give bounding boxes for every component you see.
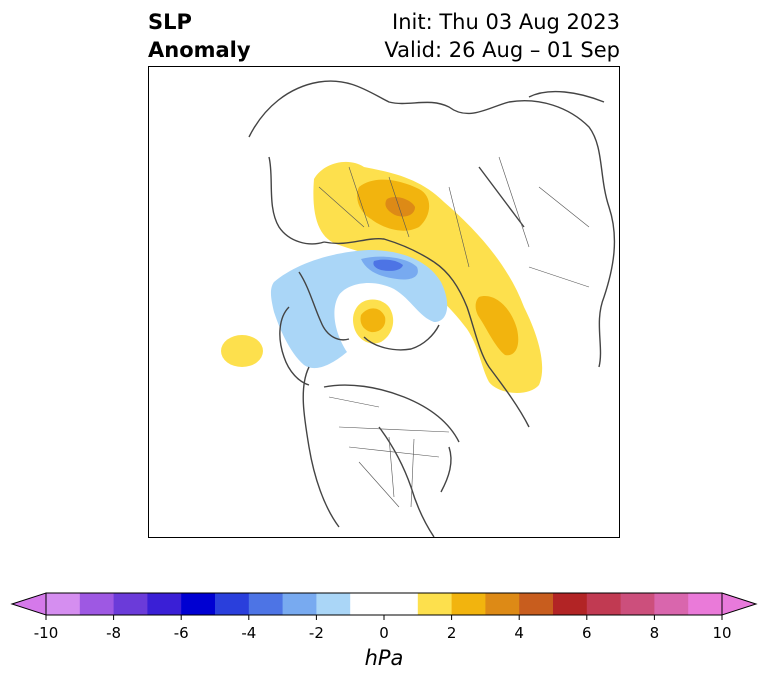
map-canvas xyxy=(221,80,616,537)
colorbar-tick-label: -6 xyxy=(174,624,189,642)
colorbar-tick-label: 6 xyxy=(582,624,592,642)
anomaly-region-siberia-peak xyxy=(385,196,415,217)
anomaly-region-north-pacific-high xyxy=(221,335,263,367)
map-panel xyxy=(148,66,620,538)
colorbar-cell xyxy=(417,593,453,615)
colorbar-tick-label: 10 xyxy=(712,624,731,642)
colorbar-cell xyxy=(113,593,148,615)
colorbar-cell xyxy=(451,593,486,615)
colorbar-cells xyxy=(46,593,723,615)
colorbar-tick-label: 0 xyxy=(379,624,389,642)
colorbar-cell xyxy=(147,593,182,615)
coastlines xyxy=(248,80,616,537)
borders xyxy=(318,156,590,508)
forecast-dates: Init: Thu 03 Aug 2023 Valid: 26 Aug – 01… xyxy=(384,8,620,64)
init-date: Init: Thu 03 Aug 2023 xyxy=(392,10,620,34)
colorbar-extend-high xyxy=(721,592,758,616)
colorbar-extend-low xyxy=(10,592,47,616)
colorbar-cell xyxy=(215,593,250,615)
colorbar-cell xyxy=(620,593,655,615)
map-title: SLP Anomaly xyxy=(148,8,251,64)
colorbar-cell xyxy=(181,593,216,615)
colorbar-tick-label: -2 xyxy=(309,624,324,642)
colorbar-cell xyxy=(553,593,588,615)
anomaly-region-north-pole-core xyxy=(360,308,386,333)
colorbar-cell xyxy=(586,593,622,615)
colorbar-cell xyxy=(519,593,554,615)
colorbar-cell xyxy=(46,593,81,615)
colorbar-tick-label: -4 xyxy=(241,624,256,642)
colorbar-cell xyxy=(316,593,351,615)
colorbar-cell xyxy=(688,593,723,615)
colorbar-tick-label: -10 xyxy=(34,624,59,642)
title-line-1: SLP xyxy=(148,10,192,34)
anomaly-region-arctic-low-peak xyxy=(373,259,403,271)
colorbar-cell xyxy=(485,593,520,615)
colorbar-ticks: -10 -8 -6 -4 -2 0 2 4 6 8 10 xyxy=(34,615,732,642)
anomaly-fields xyxy=(221,161,543,393)
colorbar-cell xyxy=(654,593,689,615)
colorbar-unit: hPa xyxy=(364,646,404,670)
colorbar-tick-label: 8 xyxy=(650,624,660,642)
colorbar-tick-label: 2 xyxy=(447,624,457,642)
title-line-2: Anomaly xyxy=(148,38,251,62)
colorbar: -10 -8 -6 -4 -2 0 2 4 6 8 10 xyxy=(10,592,758,642)
colorbar-cell xyxy=(282,593,317,615)
colorbar-cell xyxy=(350,593,419,615)
anomaly-region-russia-core xyxy=(475,296,519,356)
colorbar-cell xyxy=(248,593,284,615)
valid-range: Valid: 26 Aug – 01 Sep xyxy=(384,38,620,62)
colorbar-tick-label: 4 xyxy=(514,624,524,642)
colorbar-cell xyxy=(79,593,115,615)
anomaly-region-greenland-arctic-low xyxy=(270,250,448,369)
colorbar-tick-label: -8 xyxy=(106,624,121,642)
